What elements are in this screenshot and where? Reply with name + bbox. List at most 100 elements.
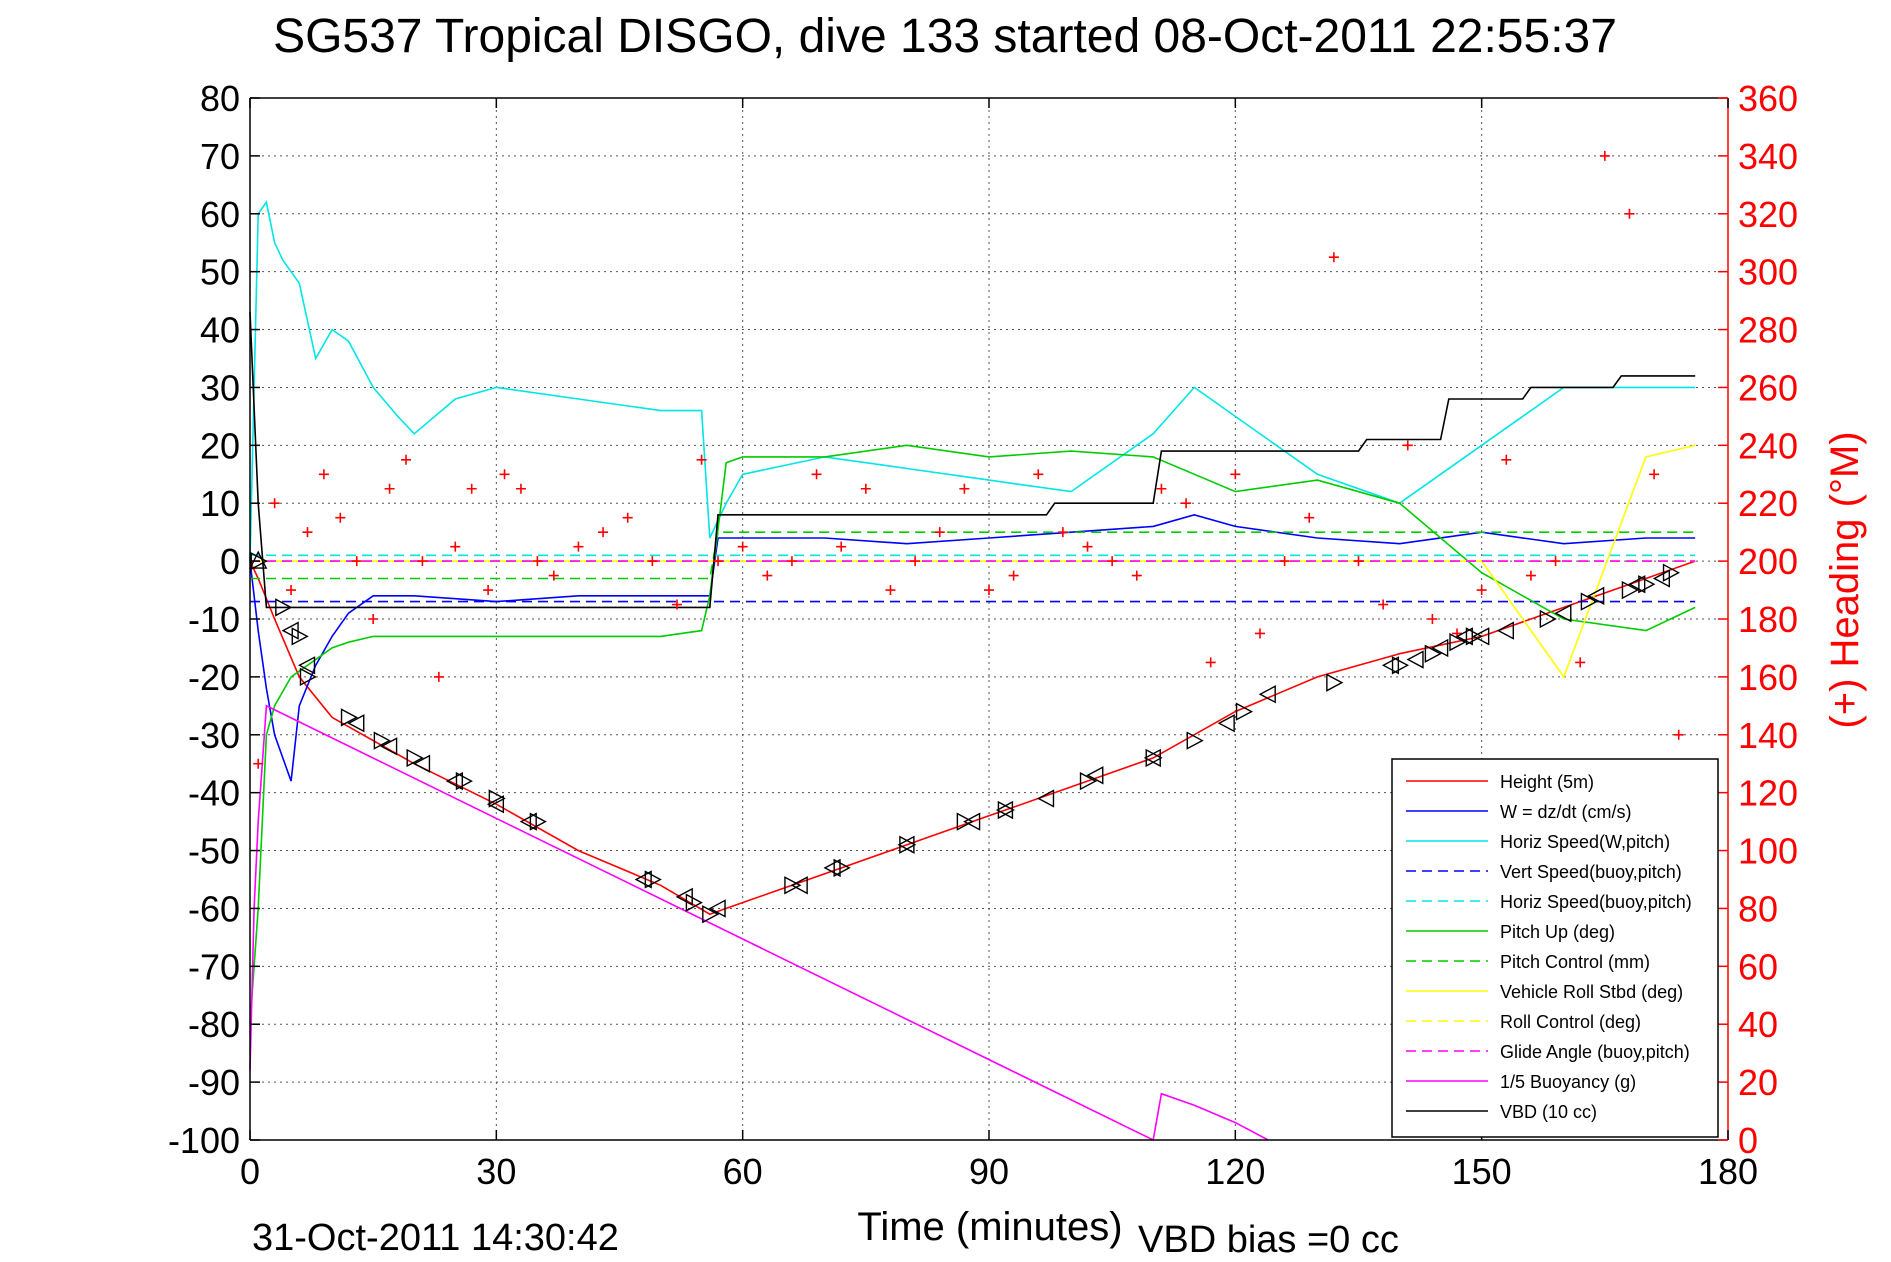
heading-point	[1378, 599, 1389, 610]
left-triangle-marker	[347, 714, 365, 733]
right-y-tick-label: 240	[1738, 425, 1798, 466]
heading-point	[647, 556, 658, 567]
heading-point	[417, 556, 428, 567]
right-triangle-marker	[488, 789, 506, 808]
y-tick-label: 50	[200, 252, 240, 293]
left-triangle-marker	[1628, 575, 1646, 594]
left-triangle-marker	[1143, 748, 1161, 768]
heading-point	[351, 556, 362, 567]
right-y-tick-label: 280	[1738, 310, 1798, 351]
left-triangle-marker	[1431, 638, 1449, 658]
heading-point	[466, 483, 477, 494]
legend-entry: Glide Angle (buoy,pitch)	[1500, 1042, 1690, 1062]
heading-point	[885, 585, 896, 596]
y-tick-label: 30	[200, 367, 240, 408]
heading-point	[548, 570, 559, 581]
right-y-tick-label: 0	[1738, 1120, 1758, 1161]
y-tick-label: -40	[188, 773, 240, 814]
right-triangle-marker	[1235, 702, 1254, 721]
right-triangle-marker	[406, 748, 424, 768]
left-triangle-marker	[708, 899, 726, 918]
heading-point	[1624, 208, 1635, 219]
x-tick-label: 30	[476, 1151, 516, 1192]
x-tick-label: 180	[1698, 1151, 1758, 1192]
right-triangle-marker	[1391, 656, 1410, 675]
right-triangle-marker	[784, 876, 802, 895]
y-tick-label: -90	[188, 1062, 240, 1103]
left-triangle-marker	[1554, 604, 1572, 623]
right-triangle-marker	[299, 667, 317, 687]
right-triangle-marker	[1465, 627, 1483, 646]
heading-point	[1353, 556, 1364, 567]
left-triangle-marker	[1406, 650, 1424, 669]
legend-entry: Horiz Speed(buoy,pitch)	[1500, 892, 1692, 912]
legend-entry: VBD (10 cc)	[1500, 1102, 1597, 1122]
heading-point	[269, 498, 280, 509]
y-tick-label: -80	[188, 1004, 240, 1045]
footer-vbd-bias: VBD bias =0 cc	[1138, 1219, 1399, 1261]
right-y-tick-label: 140	[1738, 715, 1798, 756]
right-triangle-marker	[1662, 563, 1681, 582]
series-line-12	[249, 312, 1696, 609]
right-y-tick-label: 200	[1738, 541, 1798, 582]
left-triangle-marker	[1496, 621, 1514, 640]
heading-point	[1131, 570, 1142, 581]
heading-point	[286, 585, 297, 596]
heading-point	[696, 454, 707, 465]
heading-point	[515, 483, 526, 494]
heading-point	[384, 483, 395, 494]
heading-point	[1156, 483, 1167, 494]
footer-timestamp: 31-Oct-2011 14:30:42	[252, 1217, 619, 1259]
heading-point	[368, 614, 379, 624]
heading-point	[1649, 469, 1660, 480]
legend-entry: Pitch Control (mm)	[1500, 952, 1650, 972]
right-triangle-marker	[1449, 632, 1467, 652]
left-triangle-marker	[1381, 656, 1400, 675]
right-triangle-marker	[1638, 575, 1656, 594]
left-triangle-marker	[1258, 685, 1276, 704]
left-triangle-marker	[995, 800, 1014, 820]
right-axis-label: (+) Heading (°M)	[1823, 431, 1867, 728]
heading-point	[959, 483, 970, 494]
legend-entry: Height (5m)	[1500, 772, 1594, 792]
right-y-tick-label: 300	[1738, 252, 1798, 293]
left-triangle-marker	[380, 737, 398, 756]
right-y-tick-label: 100	[1738, 831, 1798, 872]
right-triangle-marker	[1621, 580, 1639, 600]
legend-entry: Horiz Speed(W,pitch)	[1500, 832, 1670, 852]
heading-point	[762, 570, 773, 581]
right-triangle-marker	[833, 858, 851, 878]
heading-point	[401, 454, 412, 465]
x-tick-label: 150	[1452, 1151, 1512, 1192]
right-triangle-marker	[1079, 771, 1098, 791]
left-triangle-marker	[823, 858, 841, 878]
legend-entry: Roll Control (deg)	[1500, 1012, 1641, 1032]
heading-point	[811, 469, 822, 480]
y-tick-label: -70	[188, 946, 240, 987]
right-y-tick-label: 340	[1738, 136, 1798, 177]
heading-point	[253, 758, 264, 769]
y-tick-label: -60	[188, 888, 240, 929]
x-axis-label: Time (minutes)	[857, 1205, 1122, 1249]
series-line-1	[249, 560, 1696, 916]
y-tick-label: 20	[200, 425, 240, 466]
heading-point	[1057, 527, 1068, 538]
heading-point	[499, 469, 510, 480]
right-y-tick-label: 320	[1738, 194, 1798, 235]
heading-point	[450, 541, 461, 552]
heading-point	[836, 541, 847, 552]
heading-point	[1181, 498, 1192, 509]
heading-point	[532, 556, 543, 567]
left-triangle-marker	[1587, 586, 1605, 606]
y-tick-label: 80	[200, 78, 240, 119]
heading-point	[910, 556, 921, 567]
heading-point	[622, 512, 633, 523]
right-y-tick-label: 40	[1738, 1004, 1778, 1045]
y-tick-label: -10	[188, 599, 240, 640]
right-triangle-marker	[529, 812, 547, 831]
x-tick-label: 60	[723, 1151, 763, 1192]
heading-point	[1205, 657, 1216, 668]
heading-point	[984, 585, 994, 596]
right-y-tick-label: 260	[1738, 367, 1798, 408]
y-tick-label: 0	[220, 541, 240, 582]
